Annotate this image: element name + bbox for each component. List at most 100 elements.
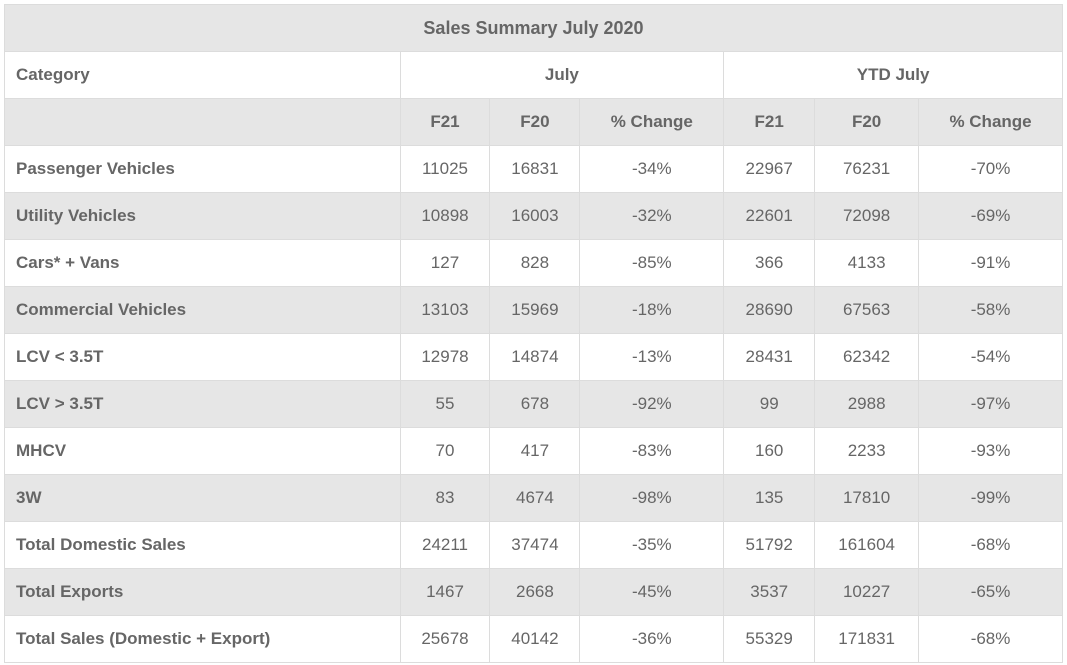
value-cell: 55 [399,380,491,428]
value-cell: -45% [579,568,725,616]
category-cell: 3W [4,474,401,522]
value-cell: 13103 [399,286,491,334]
subheader-cell: F20 [814,98,920,146]
value-cell: 12978 [399,333,491,381]
value-cell: 24211 [399,521,491,569]
table-title: Sales Summary July 2020 [4,4,1063,52]
category-cell: Total Exports [4,568,401,616]
category-header: Category [4,51,401,99]
category-cell: Utility Vehicles [4,192,401,240]
value-cell: 4674 [489,474,581,522]
value-cell: -69% [918,192,1063,240]
value-cell: -68% [918,521,1063,569]
value-cell: 37474 [489,521,581,569]
value-cell: -35% [579,521,725,569]
category-cell: LCV < 3.5T [4,333,401,381]
value-cell: -99% [918,474,1063,522]
value-cell: 2233 [814,427,920,475]
value-cell: -18% [579,286,725,334]
value-cell: 17810 [814,474,920,522]
table-row: LCV < 3.5T 12978 14874 -13% 28431 62342 -54% [4,333,1063,381]
value-cell: 83 [399,474,491,522]
table-row: LCV > 3.5T 55 678 -92% 99 2988 -97% [4,380,1063,428]
table-row: 3W 83 4674 -98% 135 17810 -99% [4,474,1063,522]
value-cell: 16003 [489,192,581,240]
july-header: July [399,51,725,99]
value-cell: 10898 [399,192,491,240]
value-cell: 25678 [399,615,491,663]
value-cell: 11025 [399,145,491,193]
value-cell: -97% [918,380,1063,428]
value-cell: -34% [579,145,725,193]
category-cell: Passenger Vehicles [4,145,401,193]
value-cell: -32% [579,192,725,240]
table-row: Total Sales (Domestic + Export) 25678 4014… [4,615,1063,663]
value-cell: -98% [579,474,725,522]
ytd-july-header: YTD July [723,51,1063,99]
value-cell: -83% [579,427,725,475]
category-cell: Commercial Vehicles [4,286,401,334]
value-cell: 28690 [723,286,816,334]
value-cell: 70 [399,427,491,475]
table-row: Commercial Vehicles 13103 15969 -18% 28690 67… [4,286,1063,334]
value-cell: -54% [918,333,1063,381]
subheader-cell: F21 [723,98,816,146]
value-cell: 3537 [723,568,816,616]
value-cell: -68% [918,615,1063,663]
value-cell: 127 [399,239,491,287]
value-cell: 10227 [814,568,920,616]
category-cell: MHCV [4,427,401,475]
value-cell: 161604 [814,521,920,569]
value-cell: 2988 [814,380,920,428]
value-cell: 160 [723,427,816,475]
value-cell: 28431 [723,333,816,381]
category-cell: Cars* + Vans [4,239,401,287]
value-cell: 67563 [814,286,920,334]
value-cell: 4133 [814,239,920,287]
value-cell: 135 [723,474,816,522]
category-cell: Total Domestic Sales [4,521,401,569]
value-cell: 366 [723,239,816,287]
value-cell: -65% [918,568,1063,616]
subheader-row: F21 F20 % Change F21 F20 % Change [4,98,1063,146]
table-row: Utility Vehicles 10898 16003 -32% 22601 72098… [4,192,1063,240]
value-cell: 76231 [814,145,920,193]
value-cell: 16831 [489,145,581,193]
value-cell: 22601 [723,192,816,240]
value-cell: 171831 [814,615,920,663]
value-cell: -92% [579,380,725,428]
value-cell: -36% [579,615,725,663]
value-cell: -91% [918,239,1063,287]
value-cell: -58% [918,286,1063,334]
value-cell: 14874 [489,333,581,381]
table-row: Cars* + Vans 127 828 -85% 366 4133 -91% [4,239,1063,287]
value-cell: 22967 [723,145,816,193]
subheader-cell: F21 [399,98,491,146]
subheader-cell: F20 [489,98,581,146]
table-row: MHCV 70 417 -83% 160 2233 -93% [4,427,1063,475]
value-cell: -13% [579,333,725,381]
table-row: Total Exports 1467 2668 -45% 3537 10227 -65% [4,568,1063,616]
value-cell: 828 [489,239,581,287]
value-cell: 55329 [723,615,816,663]
subheader-cell: % Change [918,98,1063,146]
value-cell: -93% [918,427,1063,475]
value-cell: 678 [489,380,581,428]
category-cell: LCV > 3.5T [4,380,401,428]
value-cell: 51792 [723,521,816,569]
title-row: Sales Summary July 2020 [4,4,1063,52]
value-cell: 40142 [489,615,581,663]
value-cell: 99 [723,380,816,428]
empty-header [4,98,401,146]
value-cell: 62342 [814,333,920,381]
header-row: Category July YTD July [4,51,1063,99]
value-cell: 15969 [489,286,581,334]
value-cell: 1467 [399,568,491,616]
value-cell: -85% [579,239,725,287]
sales-summary-table: Sales Summary July 2020 Category July YT… [4,4,1063,663]
table-row: Passenger Vehicles 11025 16831 -34% 22967 762… [4,145,1063,193]
subheader-cell: % Change [579,98,725,146]
value-cell: 2668 [489,568,581,616]
table-row: Total Domestic Sales 24211 37474 -35% 51792 1… [4,521,1063,569]
value-cell: 72098 [814,192,920,240]
